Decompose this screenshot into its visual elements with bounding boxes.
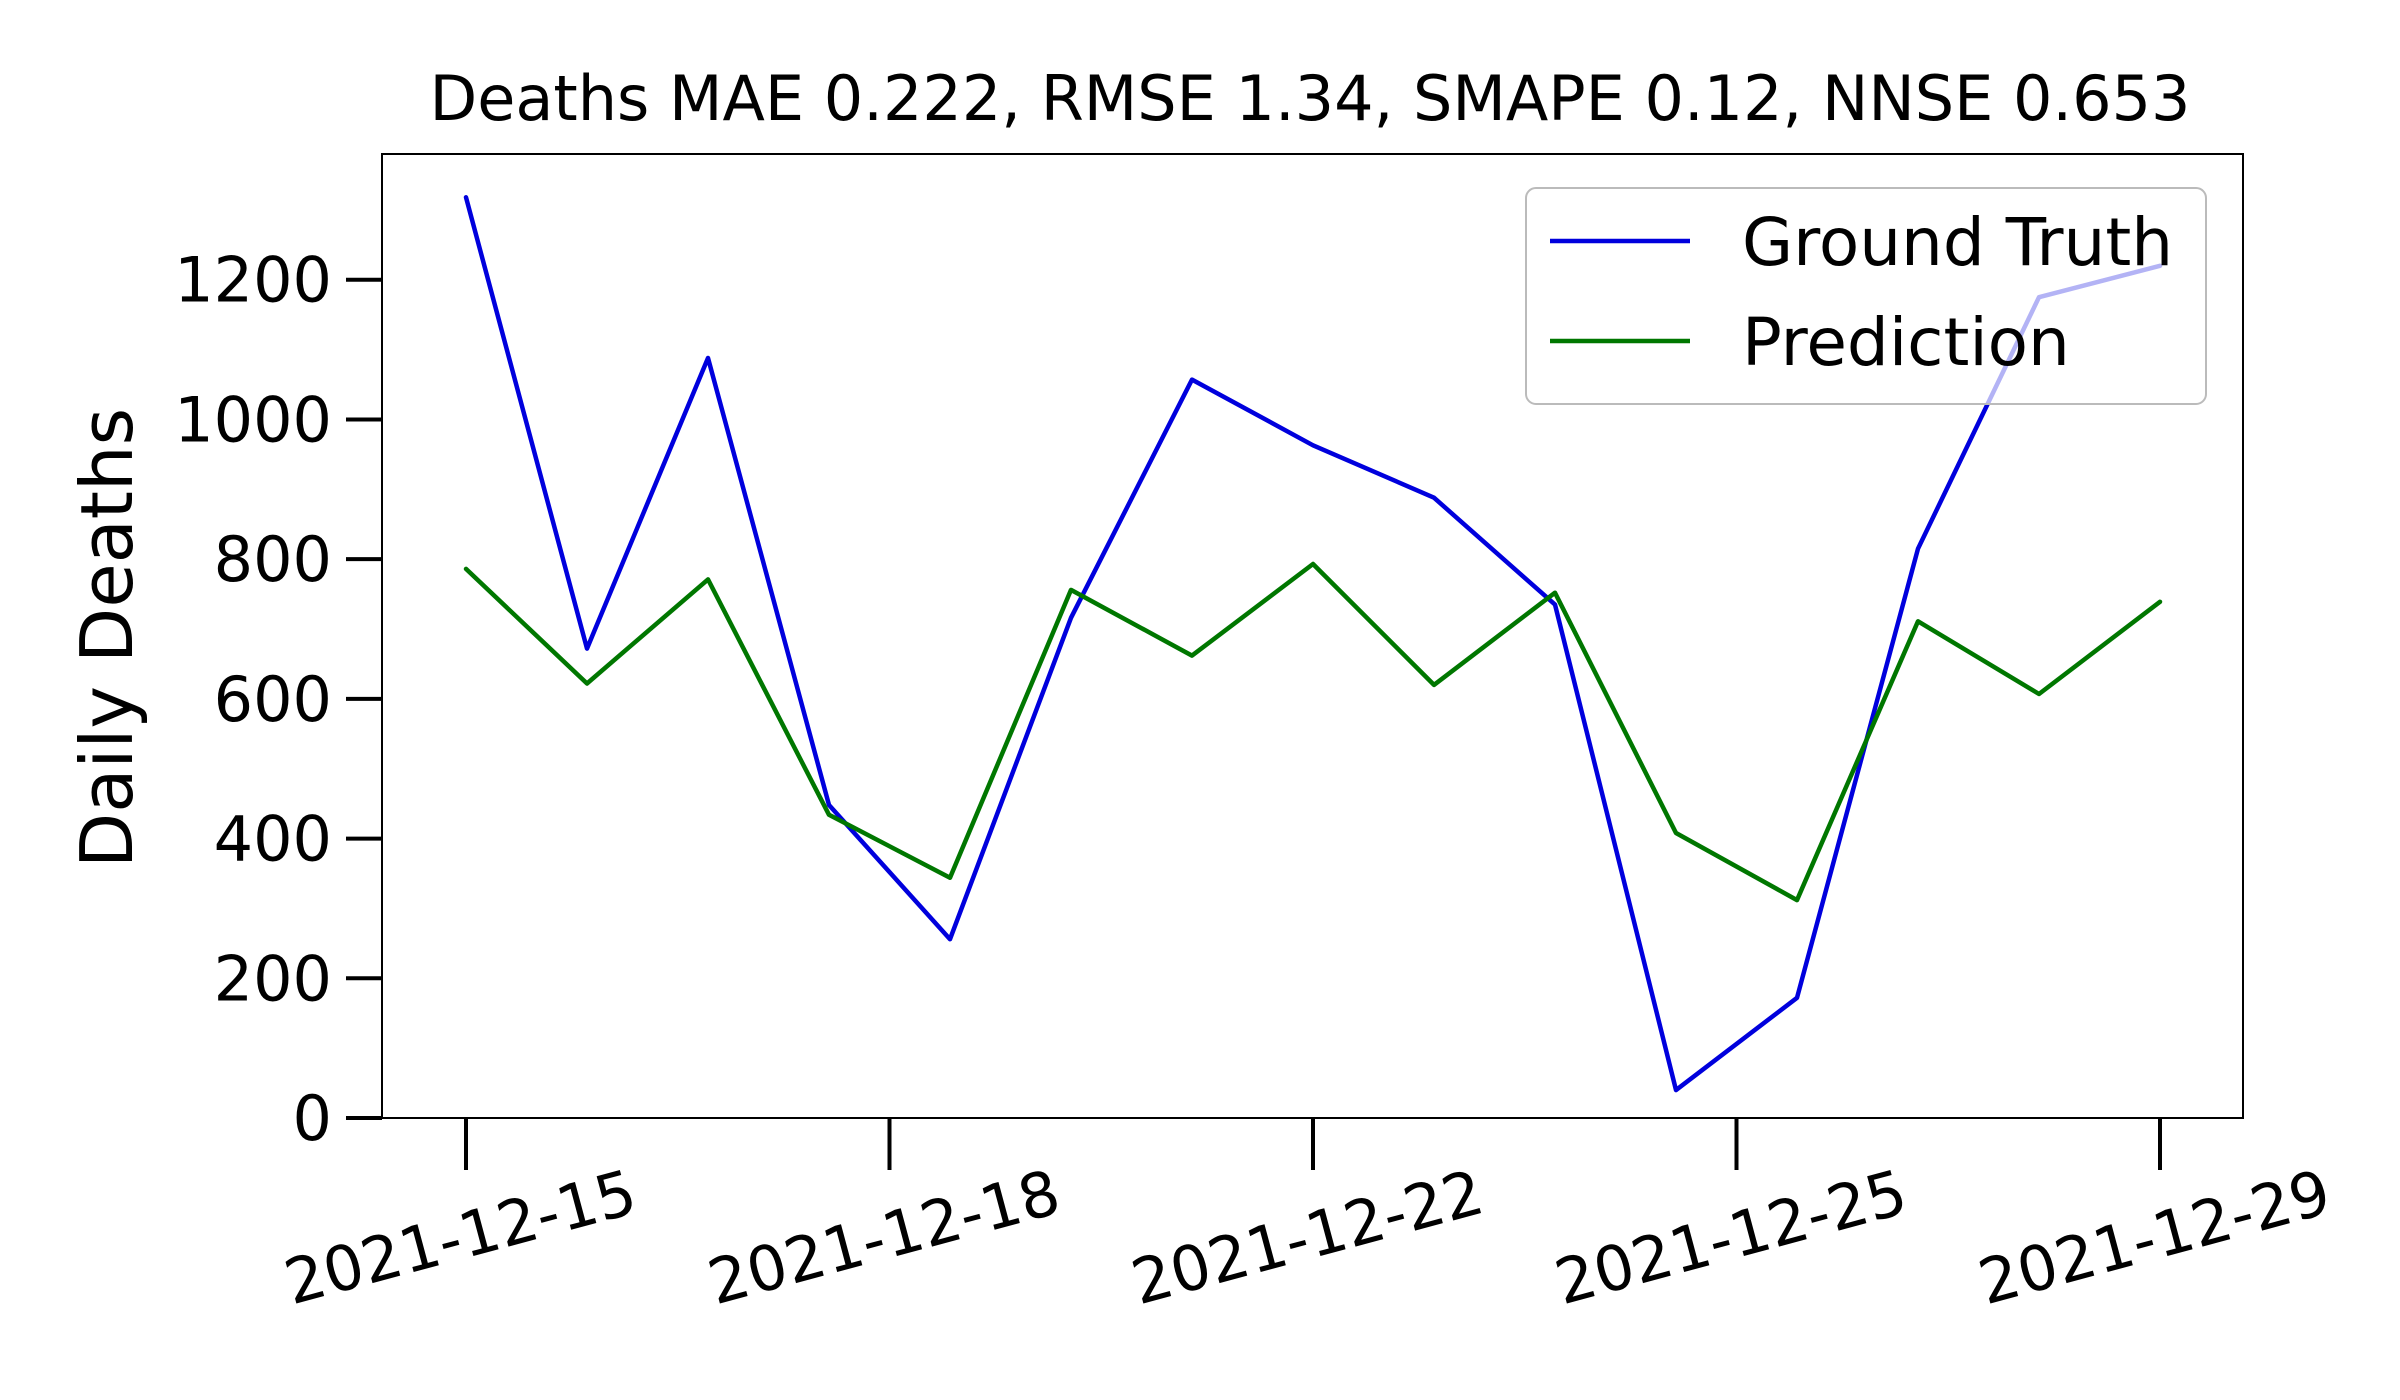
x-tick-label: 2021-12-29 bbox=[1971, 1155, 2338, 1319]
series-line-ground-truth bbox=[463, 195, 2163, 1093]
y-tick-label: 400 bbox=[214, 803, 332, 876]
y-tick-label: 1000 bbox=[174, 383, 332, 456]
chart-title: Deaths MAE 0.222, RMSE 1.34, SMAPE 0.12,… bbox=[430, 62, 2191, 135]
x-tick-label: 2021-12-25 bbox=[1547, 1155, 1914, 1319]
series-line-prediction bbox=[463, 561, 2163, 903]
y-tick-label: 800 bbox=[214, 523, 332, 596]
y-tick-label: 0 bbox=[293, 1082, 332, 1155]
y-tick-label: 600 bbox=[214, 663, 332, 736]
y-tick-label: 1200 bbox=[174, 244, 332, 317]
x-tick-label: 2021-12-22 bbox=[1124, 1155, 1491, 1319]
y-axis-label: Daily Deaths bbox=[65, 408, 149, 868]
legend-label-ground-truth: Ground Truth bbox=[1742, 204, 2173, 281]
legend-box bbox=[1525, 187, 2207, 405]
legend-label-prediction: Prediction bbox=[1742, 304, 2070, 381]
legend: Ground Truth Prediction bbox=[1525, 187, 2207, 405]
y-tick-label: 200 bbox=[214, 942, 332, 1015]
x-tick-label: 2021-12-15 bbox=[277, 1155, 644, 1319]
x-tick-label: 2021-12-18 bbox=[700, 1155, 1067, 1319]
